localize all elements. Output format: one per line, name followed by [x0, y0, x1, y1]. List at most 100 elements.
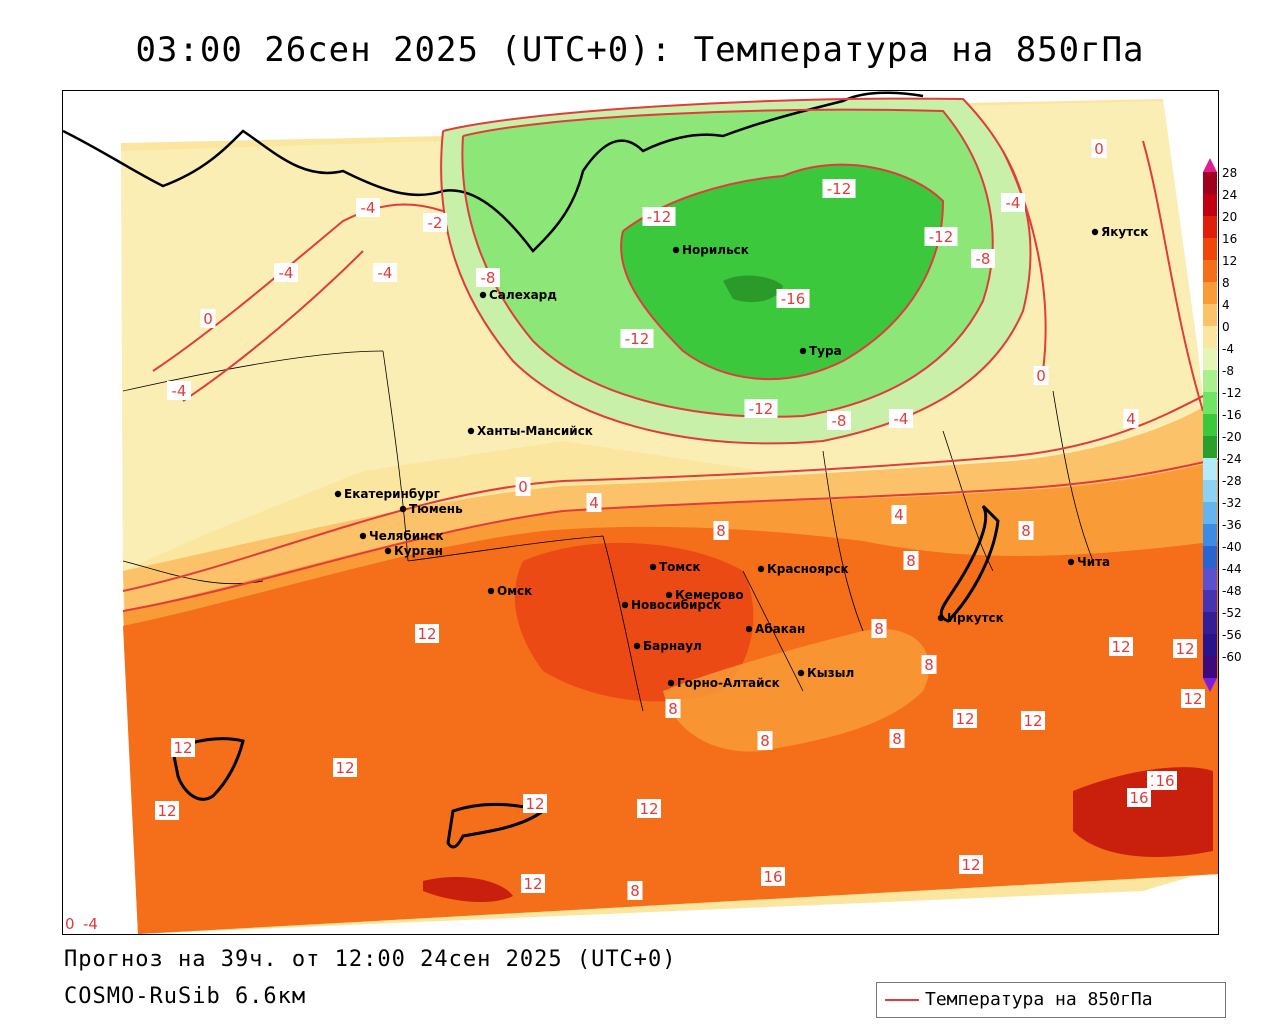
colorbar-label: -24: [1222, 452, 1242, 466]
colorbar-label: 20: [1222, 210, 1237, 224]
colorbar-label: -56: [1222, 628, 1242, 642]
city-label: Ханты-Мансийск: [477, 424, 593, 438]
isotherm-label-bg: [167, 381, 191, 400]
city-marker: [649, 563, 657, 571]
isotherm-label: 12: [1175, 640, 1194, 658]
isotherm-label-bg: [373, 263, 397, 282]
isotherm-label: 12: [1023, 712, 1042, 730]
city-marker: [937, 614, 945, 622]
isotherm-label: -4: [378, 264, 393, 282]
colorbar-cell: [1203, 216, 1217, 238]
city-label: Красноярск: [767, 562, 849, 576]
city-label: Челябинск: [369, 529, 444, 543]
isotherm-label: 8: [716, 522, 726, 540]
colorbar-cell: [1203, 326, 1217, 348]
colorbar-cell: [1203, 502, 1217, 524]
city-marker: [1067, 558, 1075, 566]
colorbar-cell: [1203, 194, 1217, 216]
isotherm-label-bg: [921, 655, 937, 674]
isotherm-label: 4: [589, 494, 599, 512]
isotherm-label-bg: [1127, 788, 1151, 807]
city-marker: [797, 669, 805, 677]
legend: Температура на 850гПа: [876, 982, 1226, 1018]
isotherm-label: -12: [749, 400, 774, 418]
isotherm-label: 0: [1094, 140, 1104, 158]
city-marker: [1091, 228, 1099, 236]
zone-warm-16: [514, 542, 754, 702]
colorbar-label: -20: [1222, 430, 1242, 444]
city-label: Чита: [1077, 555, 1110, 569]
isotherm-label: 12: [639, 800, 658, 818]
colorbar-label: -28: [1222, 474, 1242, 488]
isotherm-label: 12: [157, 802, 176, 820]
zone-warm-16c: [423, 876, 513, 903]
isotherm-label-layer: -4 -4 -4 -2 -8 -12 -12 -12 -16 -12 -12 -8 -4 0 -4 0 -8 -4…: [65, 139, 1205, 933]
isotherm-label: 8: [924, 656, 934, 674]
isotherm-label: 0: [65, 915, 75, 933]
isotherm-label-bg: [971, 249, 995, 268]
city-label: Иркутск: [947, 611, 1004, 625]
isotherm-label-bg: [889, 729, 905, 748]
isotherm-label-bg: [627, 881, 643, 900]
isotherm-label-bg: [515, 477, 531, 496]
legend-line-swatch: [885, 999, 919, 1001]
isotherm-label-bg: [333, 758, 357, 777]
isotherm-label-bg: [1123, 409, 1139, 428]
isotherm-label-bg: [1173, 639, 1197, 658]
isotherm-label-bg: [642, 207, 676, 226]
isotherm-lines: [122, 97, 1218, 612]
colorbar-label: 0: [1222, 320, 1230, 334]
isotherm-label-bg: [665, 699, 681, 718]
city-label: Абакан: [755, 622, 805, 636]
isotherm-label: 0: [518, 478, 528, 496]
zone-warm-12: [123, 526, 1218, 934]
isotherm-label: -8: [976, 250, 991, 268]
isotherm-label: 12: [961, 856, 980, 874]
isotherm-label: 8: [892, 730, 902, 748]
city-marker: [757, 565, 765, 573]
isotherm-label: 12: [417, 625, 436, 643]
isotherm-label: 8: [906, 552, 916, 570]
map-area[interactable]: -4 -4 -4 -2 -8 -12 -12 -12 -16 -12 -12 -8 -4 0 -4 0 -8 -4…: [62, 90, 1219, 935]
colorbar-label: 28: [1222, 166, 1237, 180]
isotherm-label-bg: [1181, 689, 1205, 708]
isotherm-label: 16: [763, 868, 782, 886]
isotherm-label: -12: [625, 330, 650, 348]
isotherm-label-bg: [744, 399, 778, 418]
isotherm-label-bg: [1033, 366, 1049, 385]
isotherm-label: -2: [428, 214, 443, 232]
city-marker: [667, 679, 675, 687]
isotherm-label-bg: [521, 874, 545, 893]
isotherm-label: 8: [1021, 522, 1031, 540]
isotherm-label-bg: [1091, 139, 1107, 158]
isotherm-label: 4: [1126, 410, 1136, 428]
legend-label: Температура на 850гПа: [925, 989, 1153, 1010]
isotherm-label: -4: [279, 264, 294, 282]
model-name: COSMO-RuSib 6.6км: [64, 984, 307, 1009]
city-label: Новосибирск: [631, 598, 721, 612]
colorbar-cell: [1203, 612, 1217, 634]
isotherm-label: -16: [781, 290, 806, 308]
colorbar-cell: [1203, 656, 1217, 678]
isotherm-label-bg: [953, 709, 977, 728]
colorbar-label: 4: [1222, 298, 1230, 312]
isotherm-label: 12: [335, 759, 354, 777]
isotherm-label: 4: [894, 506, 904, 524]
isotherm-label-bg: [1001, 193, 1025, 212]
temperature-map: [63, 91, 1218, 934]
city-label: Горно-Алтайск: [677, 676, 780, 690]
isotherm-label-bg: [713, 521, 729, 540]
zone-warm-16b: [1073, 767, 1213, 857]
city-marker: [479, 291, 487, 299]
aral-sea: [171, 737, 245, 801]
city-label: Салехард: [489, 288, 557, 302]
colorbar-label: -8: [1222, 364, 1234, 378]
colorbar-cell: [1203, 392, 1217, 414]
isotherm-label: 16: [1129, 789, 1148, 807]
city-label: Томск: [659, 560, 701, 574]
isotherm-label-bg: [822, 179, 856, 198]
colorbar-cell: [1203, 238, 1217, 260]
isotherm-label: 12: [955, 710, 974, 728]
isotherm-label-bg: [776, 289, 810, 308]
city-label: Курган: [394, 544, 443, 558]
